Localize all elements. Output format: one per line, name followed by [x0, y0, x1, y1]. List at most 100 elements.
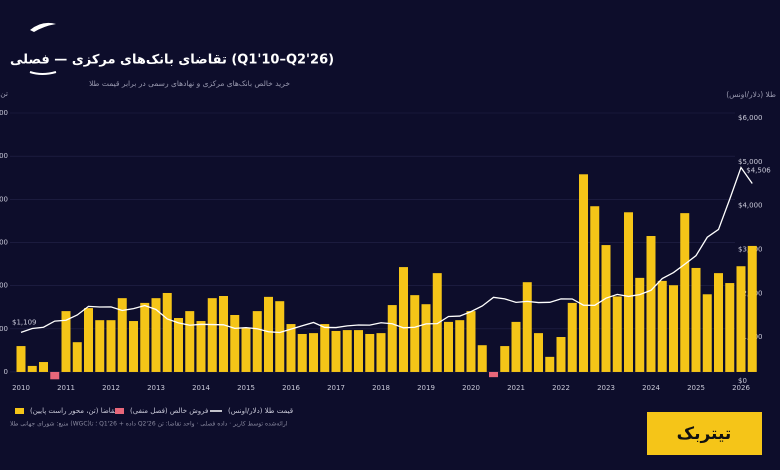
price-line: [20, 166, 753, 334]
bar: [61, 311, 71, 372]
x-tick-label: 2014: [192, 384, 210, 392]
bar: [95, 320, 105, 372]
bar: [27, 365, 37, 372]
bar: [702, 294, 712, 372]
y2-tick-label: $0: [738, 377, 747, 385]
bar: [747, 245, 757, 372]
bar: [117, 298, 127, 372]
bar: [331, 330, 341, 372]
logo-mark: [29, 71, 57, 75]
bar: [140, 302, 150, 372]
bar: [669, 285, 678, 372]
bar: [545, 356, 555, 372]
x-tick-label: 2010: [12, 384, 30, 392]
bar: [635, 277, 645, 372]
x-tick-label: 2018: [372, 384, 390, 392]
y2-tick-label: $6,000: [738, 114, 763, 122]
bar: [196, 321, 206, 372]
legend-label: فروش خالص (فصل منفی): [130, 407, 208, 415]
bar: [320, 324, 330, 372]
bar: [151, 298, 161, 372]
bar: [286, 324, 296, 372]
legend-swatch: [15, 408, 24, 414]
y-tick-label: 600: [0, 109, 8, 117]
bar: [556, 337, 566, 372]
bar: [219, 296, 228, 372]
bar: [376, 333, 386, 372]
negative-bar: [489, 371, 498, 378]
bar: [421, 304, 431, 372]
x-tick-label: 2025: [687, 384, 705, 392]
legend-label: قیمت طلا (دلار/اونس): [228, 407, 293, 415]
bar: [657, 280, 667, 372]
bar: [275, 301, 285, 372]
bar: [522, 282, 532, 372]
bar: [129, 321, 138, 372]
x-tick-label: 2021: [507, 384, 525, 392]
y-axis-title: تن (فصلی): [0, 89, 8, 98]
x-tick-label: 2016: [282, 384, 300, 392]
logo-mark: [30, 22, 56, 32]
bar: [466, 311, 476, 372]
x-tick-label: 2015: [237, 384, 255, 392]
bar: [230, 314, 240, 372]
bar: [387, 305, 397, 372]
bar: [455, 320, 465, 372]
bar: [477, 345, 487, 372]
x-tick-label: 2026: [732, 384, 750, 392]
x-tick-label: 2022: [552, 384, 570, 392]
legend-swatch: [115, 408, 124, 414]
bar: [500, 346, 510, 372]
y-tick-label: 500: [0, 152, 8, 160]
x-tick-label: 2023: [597, 384, 615, 392]
chart-subtitle: خرید خالص بانک‌های مرکزی و نهادهای رسمی …: [89, 79, 290, 88]
bar: [354, 330, 363, 372]
bar: [207, 298, 217, 372]
bar: [511, 321, 521, 372]
x-tick-label: 2013: [147, 384, 165, 392]
bar: [601, 245, 611, 372]
bar: [714, 273, 723, 372]
bar: [174, 318, 183, 372]
bar: [16, 346, 26, 372]
bar: [612, 296, 622, 372]
x-tick-label: 2024: [642, 384, 660, 392]
bar: [410, 295, 420, 372]
y2-tick-label: $4,000: [738, 202, 763, 210]
bar: [252, 311, 262, 372]
y-tick-label: 400: [0, 195, 8, 203]
bar: [590, 206, 600, 372]
bar: [444, 321, 453, 372]
y-tick-label: 100: [0, 325, 8, 333]
bar: [342, 330, 352, 372]
bar: [72, 342, 82, 372]
bar: [624, 212, 633, 372]
y2-axis-title: طلا (دلار/اونس): [726, 90, 776, 99]
bar: [106, 320, 116, 372]
bar: [84, 308, 93, 372]
chart-title: تقاضای بانک‌های مرکزی — فصلی (Q1'10–Q2'2…: [10, 53, 334, 68]
y-tick-label: 0: [4, 368, 8, 376]
x-tick-label: 2020: [462, 384, 480, 392]
bar: [432, 273, 442, 372]
bar: [241, 327, 251, 372]
value-label: $1,109: [12, 318, 37, 326]
bar: [725, 283, 735, 372]
bar: [264, 296, 273, 372]
legend-label: تقاضا (تن، محور راست پایین): [30, 407, 116, 415]
y2-tick-label: $5,000: [738, 158, 763, 166]
bar: [736, 266, 746, 372]
logo-text: تیتربک: [677, 424, 732, 444]
bar: [365, 333, 375, 372]
x-tick-label: 2012: [102, 384, 120, 392]
bar: [39, 362, 48, 372]
bar: [185, 311, 195, 372]
bar: [399, 267, 408, 372]
bar: [579, 174, 588, 372]
y-tick-label: 300: [0, 238, 8, 246]
bar: [691, 267, 701, 372]
source-note: منبع: شورای جهانی طلا (WGC)؛ تا Q1'26 + …: [10, 421, 288, 428]
value-label: $4,506: [746, 166, 771, 174]
